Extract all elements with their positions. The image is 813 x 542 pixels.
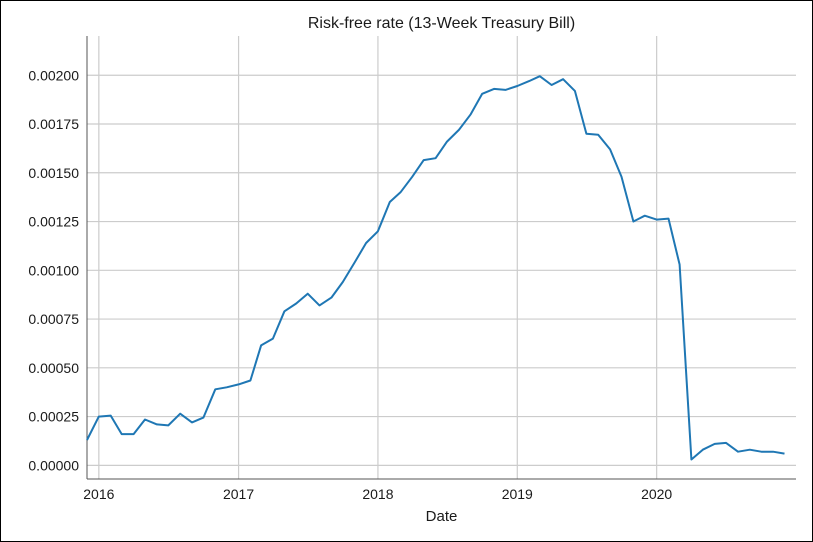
x-tick-label: 2020	[641, 486, 672, 502]
y-tick-label: 0.00200	[28, 67, 79, 83]
x-tick-labels: 2016 2017 2018 2019 2020	[83, 486, 672, 502]
y-tick-labels: 0.00000 0.00025 0.00050 0.00075 0.00100 0.001…	[28, 67, 79, 473]
series-group	[86, 75, 785, 461]
x-tick-label: 2019	[502, 486, 533, 502]
y-tick-label: 0.00175	[28, 116, 79, 132]
y-tick-label: 0.00100	[28, 262, 79, 278]
y-tick-label: 0.00025	[28, 409, 79, 425]
series-line	[86, 75, 785, 461]
chart-title: Risk-free rate (13-Week Treasury Bill)	[308, 15, 575, 32]
x-tick-label: 2016	[83, 486, 114, 502]
y-tick-label: 0.00125	[28, 214, 79, 230]
y-tick-label: 0.00075	[28, 311, 79, 327]
x-axis-label: Date	[426, 508, 458, 525]
y-tick-label: 0.00000	[28, 457, 79, 473]
x-tick-label: 2017	[223, 486, 254, 502]
y-tick-label: 0.00150	[28, 165, 79, 181]
y-tick-label: 0.00050	[28, 360, 79, 376]
x-tick-label: 2018	[362, 486, 393, 502]
y-gridlines	[87, 74, 796, 466]
x-gridlines	[98, 36, 658, 479]
